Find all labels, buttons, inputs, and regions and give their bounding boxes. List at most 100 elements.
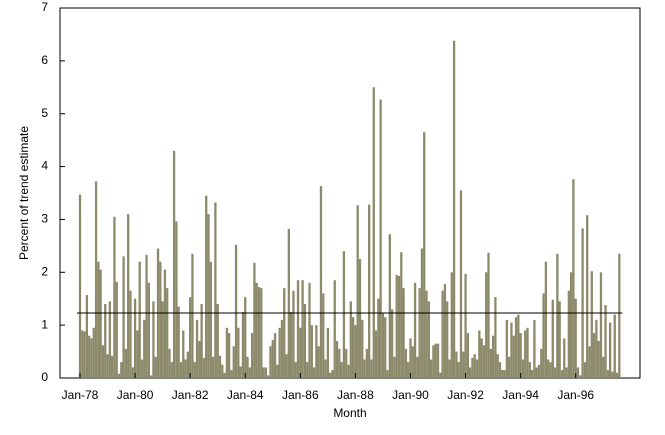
bar [294,362,297,378]
bar [159,261,162,378]
bar [416,356,419,378]
bar [528,362,531,378]
bar [606,370,609,378]
bar [514,317,518,378]
bar [317,346,320,378]
y-tick-label: 6 [41,53,48,67]
bar [306,362,309,378]
bar [574,298,577,378]
bar [85,295,89,378]
bar [542,293,545,378]
bar [517,314,520,378]
bar [244,297,247,378]
bar [170,362,173,378]
bar [462,351,465,378]
bar [225,327,229,378]
bar [613,314,616,378]
bar [363,359,366,378]
bar [473,354,476,378]
bar [618,253,621,378]
bar [104,304,107,378]
y-tick-label: 2 [41,264,48,278]
bar [324,359,327,378]
bar [221,364,224,378]
bar [480,338,483,378]
x-tick-label: Jan-86 [282,388,319,402]
bar [108,301,111,378]
bar [544,261,548,378]
x-tick-label: Jan-92 [447,388,484,402]
bar [292,290,295,378]
bar [374,330,378,378]
bar [361,319,364,378]
bar [177,306,180,378]
bar [498,362,502,378]
bar [384,317,387,378]
bar [569,272,573,378]
bar [113,216,116,378]
bar [510,322,513,378]
bar [413,282,417,378]
y-tick-label: 3 [41,212,48,226]
bar [163,269,167,378]
bar [310,325,313,378]
bar [349,301,352,378]
bar [611,371,614,378]
bar [418,288,421,378]
bar [368,204,371,378]
y-tick-label: 1 [41,317,48,331]
x-tick-label: Jan-80 [117,388,154,402]
bar [122,256,125,378]
x-axis-title: Month [333,406,366,420]
bar [280,319,284,378]
bar [278,327,281,378]
bar [608,322,612,378]
bar [423,132,426,378]
bar [540,348,543,378]
x-tick-label: Jan-84 [227,388,264,402]
bar [253,262,256,378]
bar [189,297,192,378]
bar [117,373,121,378]
bar [285,354,288,378]
bar [452,40,456,379]
bar [239,366,242,378]
bar [402,288,405,378]
bar [255,282,258,378]
bar [441,290,444,378]
bar [149,375,153,378]
bar [276,364,279,378]
bar [345,348,348,378]
bar [120,362,123,378]
bar [182,330,185,378]
bar [572,179,575,378]
bar [161,301,164,378]
bar [533,319,536,378]
bar [567,290,570,378]
bar [551,299,554,378]
bar [340,362,343,378]
bar [459,190,463,378]
bar [214,202,217,378]
bar [193,362,196,378]
bar [230,370,233,378]
bar [273,333,277,378]
bar [581,228,584,378]
bar [329,372,332,378]
bar [198,341,201,378]
bar [425,290,428,378]
bar [262,367,265,378]
bar [250,333,254,378]
bar [379,99,382,378]
bar [248,367,251,378]
bar [411,346,414,378]
bar [131,367,134,378]
y-tick-label: 5 [41,106,48,120]
bar [202,357,206,378]
bar [136,330,139,378]
bar [563,338,566,378]
bar [464,273,467,378]
bar [397,275,401,378]
y-tick-label: 4 [41,159,48,173]
